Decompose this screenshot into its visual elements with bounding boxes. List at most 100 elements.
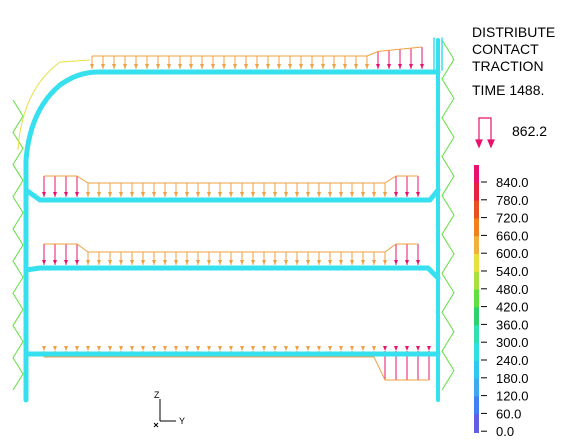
row1-arrowhead [145, 64, 149, 69]
row3-arrowhead [284, 260, 288, 265]
row1-arrowhead [222, 64, 226, 69]
legend-title-line-1: DISTRIBUTE [472, 24, 555, 40]
row2-arrowhead [196, 192, 200, 197]
colorbar-label: 180.0 [496, 371, 529, 386]
row2-arrowhead [317, 192, 321, 197]
row2-arrowhead [240, 192, 244, 197]
colorbar-swatch [474, 200, 479, 220]
row3-arrowhead [328, 260, 332, 265]
row2-arrowhead [262, 192, 266, 197]
row2-arrowhead [229, 192, 233, 197]
row3-arrowhead [295, 260, 299, 265]
colorbar-label: 360.0 [496, 317, 529, 332]
row4-arrowhead [328, 346, 332, 351]
colorbar-swatch [474, 182, 479, 202]
reference-arrow-icon [475, 117, 495, 149]
row2-arrowhead [273, 192, 277, 197]
row1-arrowhead [167, 64, 171, 69]
row3-arrowhead [207, 260, 211, 265]
row2-arrowhead [306, 192, 310, 197]
row2-arrowhead [86, 192, 90, 197]
row2-arrowhead [75, 192, 79, 197]
row4-envelope [44, 356, 429, 381]
colorbar-swatch [474, 271, 479, 291]
row1-arrowhead [354, 64, 358, 69]
row4-arrowhead [317, 346, 321, 351]
legend-title-line-2: CONTACT [472, 41, 539, 57]
row2-arrowhead [130, 192, 134, 197]
row3-arrowhead [185, 260, 189, 265]
row3-arrowhead [97, 260, 101, 265]
row1-arrowhead [343, 64, 347, 69]
row3-arrowhead [119, 260, 123, 265]
colorbar-swatch [474, 289, 479, 309]
axis-z-label: Z [154, 390, 160, 400]
row4-arrowhead [218, 346, 222, 351]
row4-arrowhead [350, 346, 354, 351]
row1-arrowhead [321, 64, 325, 69]
row3-arrowhead [152, 260, 156, 265]
row1-arrowhead [398, 64, 402, 69]
axis-triad [153, 399, 176, 428]
row3-arrowhead [405, 260, 409, 265]
row1-arrowhead [310, 64, 314, 69]
row2-arrowhead [163, 192, 167, 197]
row2-arrowhead [152, 192, 156, 197]
member-3 [23, 265, 441, 281]
row3-arrowhead [218, 260, 222, 265]
row3-arrowhead [416, 260, 420, 265]
row2-arrowhead [251, 192, 255, 197]
row4-arrowhead [207, 346, 211, 351]
row2-arrowhead [97, 192, 101, 197]
colorbar-swatch [474, 378, 479, 398]
structure-members [23, 37, 443, 403]
row2-arrowhead [141, 192, 145, 197]
row2-arrowhead [405, 192, 409, 197]
row3-arrowhead [53, 260, 57, 265]
row2-arrowhead [383, 192, 387, 197]
colorbar-label: 720.0 [496, 211, 529, 226]
row3-arrowhead [75, 260, 79, 265]
colorbar-swatch [474, 218, 479, 238]
row4-arrowhead [75, 346, 79, 351]
row4-arrowhead [416, 346, 420, 351]
row1-arrowhead [189, 64, 193, 69]
row2-arrowhead [53, 192, 57, 197]
outer-frame [23, 69, 441, 403]
row2-arrowhead [394, 192, 398, 197]
row1-arrowhead [266, 64, 270, 69]
colorbar-label: 240.0 [496, 353, 529, 368]
colorbar-label: 540.0 [496, 264, 529, 279]
row4-arrowhead [427, 346, 431, 351]
colorbar-swatch [474, 254, 479, 273]
row3-arrowhead [196, 260, 200, 265]
left-spring [12, 99, 24, 391]
right-spring [441, 39, 455, 391]
row2-arrowhead [328, 192, 332, 197]
row3-arrowhead [141, 260, 145, 265]
member-2 [23, 187, 441, 203]
row4-arrowhead [229, 346, 233, 351]
row4-arrowhead [119, 346, 123, 351]
colorbar-label: 300.0 [496, 335, 529, 350]
row4-arrowhead [383, 346, 387, 351]
colorbar-label: 120.0 [496, 389, 529, 404]
row2-arrowhead [284, 192, 288, 197]
colorbar-label: 60.0 [496, 406, 521, 421]
row1-arrowhead [101, 64, 105, 69]
row2-arrowhead [218, 192, 222, 197]
row1-arrowhead [134, 64, 138, 69]
row1-arrowhead [288, 64, 292, 69]
colorbar-label: 840.0 [496, 175, 529, 190]
row2-arrowhead [185, 192, 189, 197]
row3-arrowhead [273, 260, 277, 265]
colorbar-label: 780.0 [496, 193, 529, 208]
row1-arrowhead [299, 64, 303, 69]
colorbar-swatch [474, 165, 479, 184]
row4-arrowhead [251, 346, 255, 351]
colorbar-label: 480.0 [496, 282, 529, 297]
colorbar-swatch [474, 414, 479, 433]
row2-arrowhead [361, 192, 365, 197]
colorbar-swatch [474, 396, 479, 416]
